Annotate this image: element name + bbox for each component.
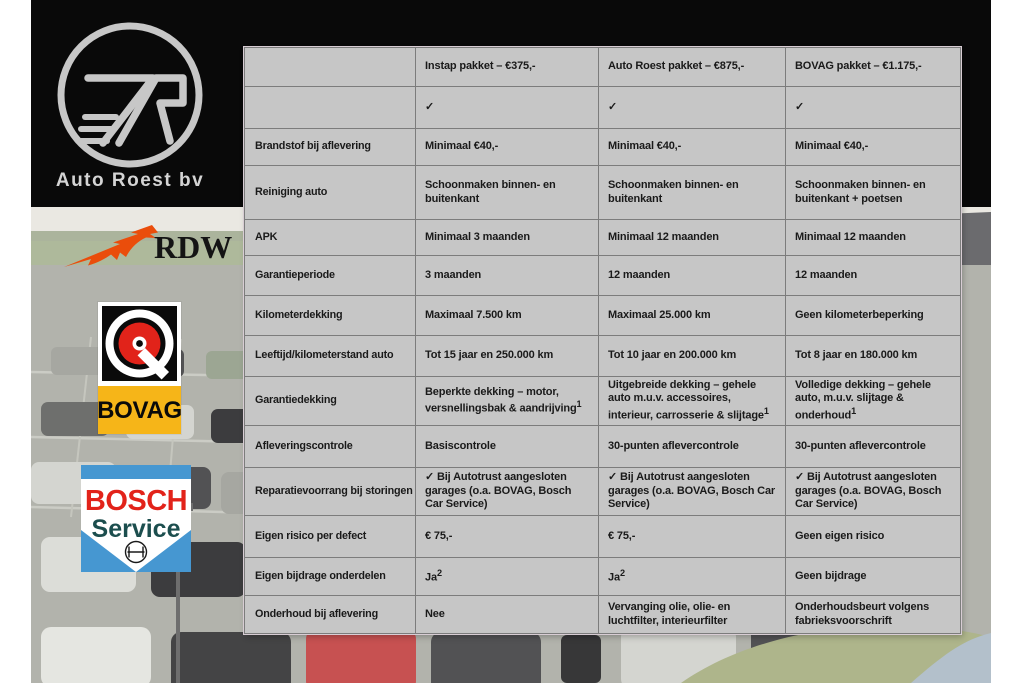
- svg-text:Service: Service: [92, 515, 181, 543]
- svg-text:BOSCH: BOSCH: [85, 485, 187, 517]
- svg-text:RDW: RDW: [154, 229, 232, 265]
- svg-text:BOVAG: BOVAG: [98, 397, 181, 424]
